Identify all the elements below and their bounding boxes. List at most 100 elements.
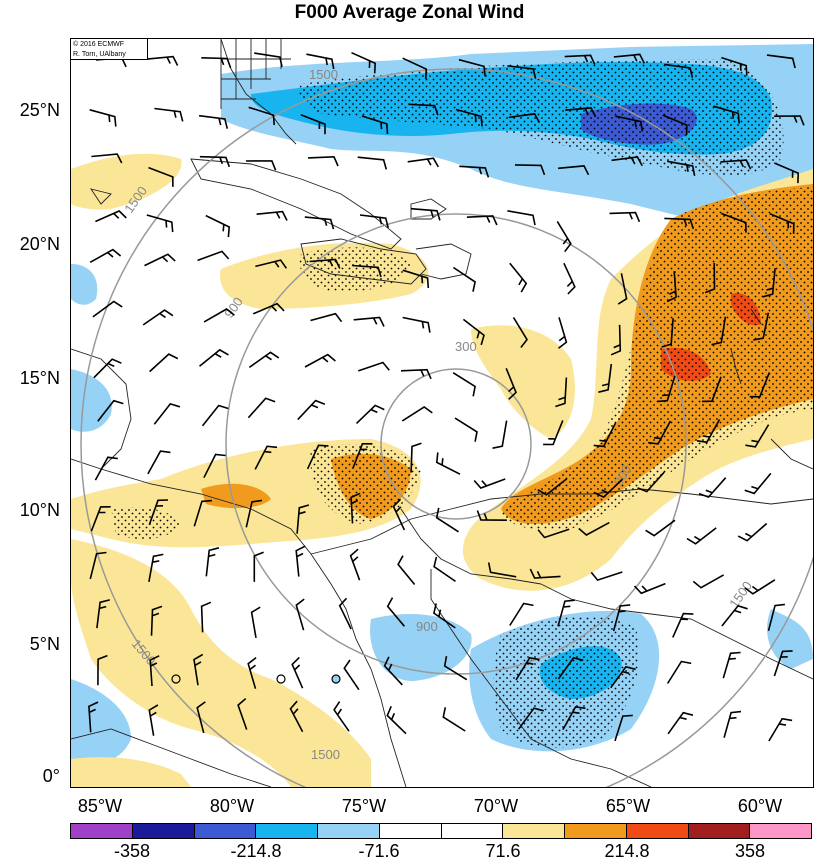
- lat-label: 5°N: [29, 634, 60, 654]
- colorbar-swatch: [688, 824, 751, 838]
- colorbar-label: 214.8: [604, 841, 650, 861]
- wind-barb: [148, 704, 159, 736]
- wind-barb: [205, 214, 231, 238]
- wind-barb: [713, 105, 740, 124]
- wind-barb: [95, 210, 127, 223]
- wind-barb: [97, 654, 108, 686]
- wind-barb: [744, 579, 776, 595]
- wind-barb: [459, 165, 490, 178]
- lat-label: 25°N: [19, 100, 60, 120]
- wind-barb: [648, 420, 672, 445]
- wind-barb: [333, 701, 350, 732]
- wind-barb: [308, 155, 339, 167]
- wind-barb: [198, 348, 229, 367]
- colorbar-label: 71.6: [485, 841, 521, 861]
- wind-barb: [247, 656, 257, 689]
- colorbar-swatch: [565, 824, 627, 838]
- wind-barb: [350, 492, 361, 524]
- ring-label-900-south: 900: [416, 619, 438, 634]
- wind-barb: [564, 54, 596, 65]
- wind-barb: [153, 402, 181, 425]
- wind-barb: [411, 207, 441, 221]
- wind-barb: [383, 656, 403, 686]
- range-ring-900: [225, 213, 687, 675]
- wind-barb: [304, 216, 335, 230]
- wind-barb: [666, 271, 677, 303]
- coastlines: [71, 39, 813, 787]
- wind-barb: [358, 361, 390, 372]
- range-rings: [80, 68, 813, 787]
- wind-barb: [248, 351, 280, 369]
- range-ring-1500: [80, 68, 813, 787]
- wind-barb: [537, 478, 568, 496]
- wind-barb: [610, 665, 636, 689]
- wind-barb: [254, 52, 283, 68]
- wind-barb: [147, 55, 179, 66]
- wind-barb: [304, 353, 336, 368]
- wind-barb: [509, 602, 534, 626]
- wind-barb: [466, 215, 498, 226]
- wind-barb: [88, 701, 99, 733]
- lon-label: 65°W: [605, 796, 651, 816]
- wind-barb: [487, 562, 517, 578]
- wind-barb: [93, 358, 122, 379]
- colorbar-swatch: [71, 824, 133, 838]
- wind-barb: [598, 363, 613, 393]
- wind-barb: [92, 300, 123, 318]
- wind-barb: [473, 478, 506, 489]
- wind-barb: [392, 498, 406, 531]
- wind-barb: [355, 404, 385, 424]
- wind-barb: [609, 211, 641, 223]
- wind-barb: [614, 714, 633, 742]
- colorbar-swatch: [503, 824, 565, 838]
- wind-barb: [773, 162, 800, 184]
- wind-barb: [252, 302, 285, 315]
- lon-label: 85°W: [77, 796, 123, 816]
- ring-label-300: 300: [455, 339, 477, 354]
- wind-barb: [514, 164, 546, 176]
- wind-barb: [386, 597, 406, 627]
- wind-barb: [692, 574, 724, 589]
- colorbar-swatch: [132, 824, 195, 838]
- wind-barb: [696, 419, 721, 444]
- wind-barb: [633, 582, 666, 595]
- wind-barb: [203, 453, 226, 479]
- wind-barb: [443, 656, 468, 681]
- wind-barb: [295, 598, 305, 631]
- wind-barb: [148, 553, 164, 583]
- wind-barb: [543, 420, 564, 446]
- wind-barb: [359, 214, 389, 229]
- wind-barb: [508, 112, 541, 123]
- wind-barb: [357, 156, 388, 170]
- wind-barb: [435, 507, 459, 533]
- wind-barb: [462, 318, 485, 346]
- colorbar-label: -214.8: [230, 841, 282, 861]
- wind-barb: [720, 159, 752, 170]
- wind-barb: [737, 522, 768, 542]
- wind-barb: [455, 108, 483, 127]
- wind-barb: [89, 248, 122, 263]
- wind-barb: [154, 107, 184, 122]
- credit-line: © 2016 ECMWF: [73, 41, 125, 48]
- wind-barb: [237, 697, 248, 730]
- station-markers: [171, 674, 341, 684]
- wind-barb: [193, 499, 212, 527]
- wind-barb: [407, 157, 439, 168]
- lon-label: 60°W: [737, 796, 783, 816]
- wind-barb: [432, 603, 456, 629]
- wind-barb: [255, 259, 288, 269]
- wind-barb: [94, 456, 118, 481]
- colorbar-label: 358: [734, 841, 766, 861]
- wind-barb: [349, 548, 361, 581]
- wind-barb: [149, 353, 179, 373]
- wind-barb: [664, 63, 694, 78]
- wind-barb: [565, 107, 597, 118]
- wind-barb: [144, 253, 176, 267]
- wind-barb: [402, 316, 431, 333]
- wind-barb: [749, 372, 771, 398]
- wind-barb: [512, 316, 528, 348]
- wind-barb: [96, 599, 110, 629]
- lat-label: 20°N: [19, 234, 60, 254]
- colorbar-swatch: [379, 824, 442, 838]
- wind-barb: [254, 445, 278, 470]
